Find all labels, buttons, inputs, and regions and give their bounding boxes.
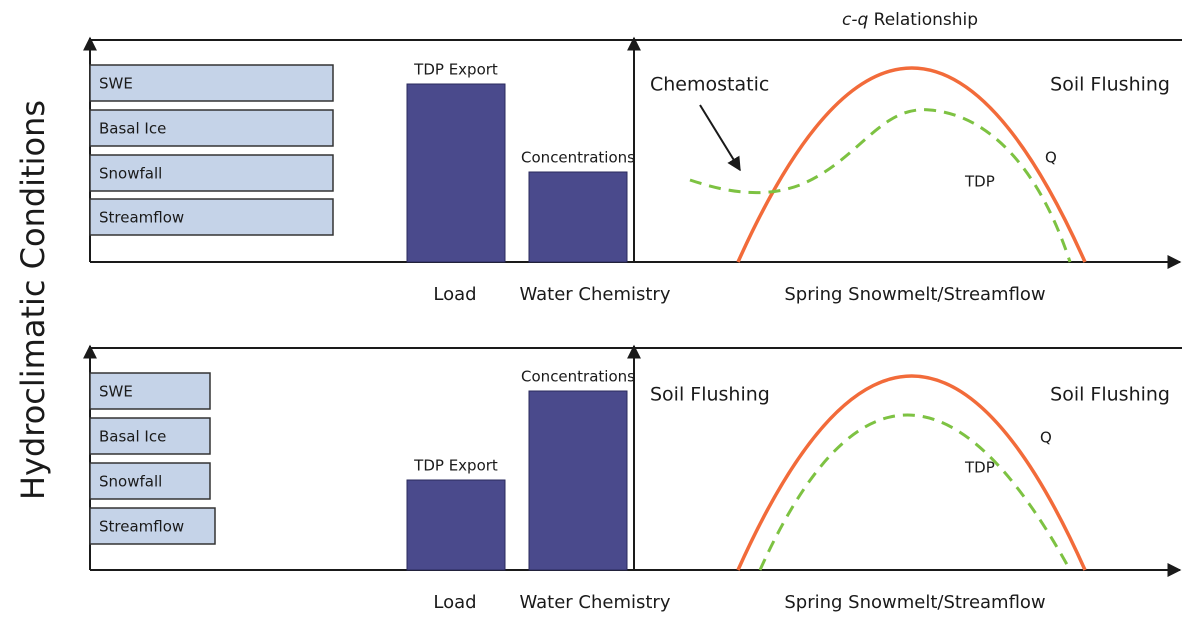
- condition-box: [89, 109, 334, 147]
- tdp-curve: [689, 108, 1072, 263]
- condition-label: SWE: [99, 383, 133, 401]
- condition-box: [89, 372, 211, 410]
- condition-box: [89, 507, 216, 545]
- bar: [406, 83, 506, 263]
- cq-left-label: Chemostatic: [650, 74, 769, 96]
- cq-title: c-q Relationship: [842, 10, 978, 30]
- x-label: Load: [433, 592, 476, 613]
- bar: [528, 390, 628, 571]
- cq-x-label: Spring Snowmelt/Streamflow: [784, 592, 1045, 613]
- q-curve: [736, 374, 1087, 571]
- pointer-arrow: [699, 104, 741, 172]
- tdp-label: TDP: [964, 459, 995, 477]
- x-label: Water Chemistry: [519, 592, 670, 613]
- cq-title-rest: Relationship: [874, 10, 978, 30]
- cq-title-italic: c-q: [842, 10, 868, 30]
- bar-label: Concentrations: [521, 149, 635, 167]
- y-axis-title: Hydroclimatic Conditions: [14, 100, 52, 500]
- bar-label: TDP Export: [413, 61, 498, 79]
- condition-box: [89, 198, 334, 236]
- tdp-label: TDP: [964, 173, 995, 191]
- condition-box: [89, 154, 334, 192]
- q-label: Q: [1040, 429, 1052, 447]
- bar-label: Concentrations: [521, 368, 635, 386]
- cq-right-label: Soil Flushing: [1050, 384, 1170, 406]
- bar-label: TDP Export: [413, 457, 498, 475]
- condition-box: [89, 417, 211, 455]
- condition-box: [89, 64, 334, 102]
- cq-x-label: Spring Snowmelt/Streamflow: [784, 284, 1045, 305]
- condition-box: [89, 462, 211, 500]
- cq-left-label: Soil Flushing: [650, 384, 770, 406]
- cq-right-label: Soil Flushing: [1050, 74, 1170, 96]
- bar: [528, 171, 628, 263]
- condition-label: Snowfall: [99, 165, 162, 183]
- condition-label: Snowfall: [99, 473, 162, 491]
- bar: [406, 479, 506, 571]
- condition-label: Basal Ice: [99, 120, 166, 138]
- condition-label: Streamflow: [99, 518, 184, 536]
- q-label: Q: [1045, 149, 1057, 167]
- x-label: Water Chemistry: [519, 284, 670, 305]
- condition-label: Basal Ice: [99, 428, 166, 446]
- condition-label: Streamflow: [99, 209, 184, 227]
- x-label: Load: [433, 284, 476, 305]
- q-curve: [736, 66, 1087, 263]
- tdp-curve: [758, 413, 1072, 571]
- condition-label: SWE: [99, 75, 133, 93]
